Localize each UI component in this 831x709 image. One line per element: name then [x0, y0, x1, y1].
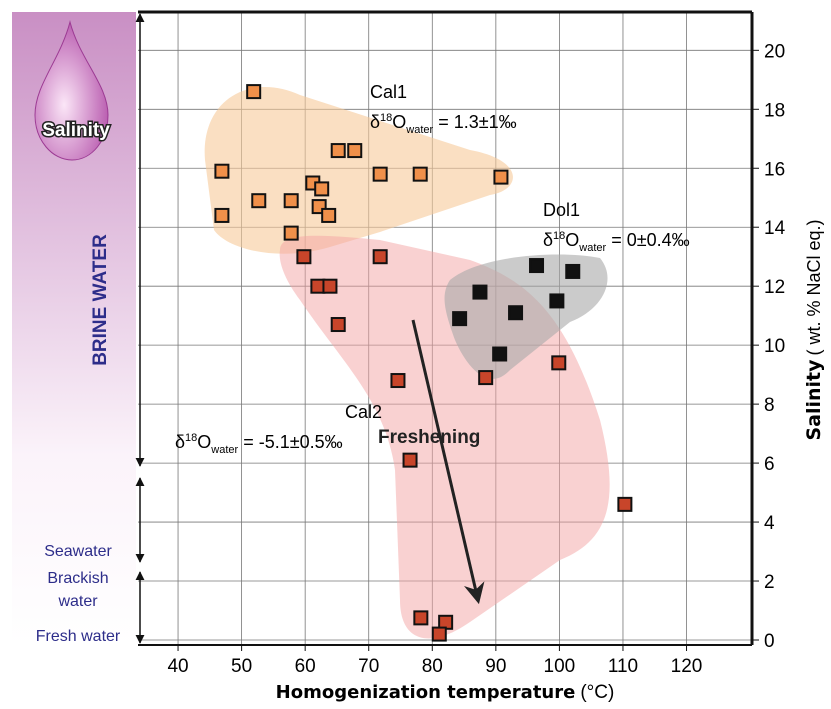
freshening-arrow	[411, 319, 485, 605]
y-tick-label: 10	[764, 336, 785, 357]
x-tick-label: 120	[671, 656, 703, 677]
y-tick-label: 8	[764, 395, 775, 416]
x-tick-label: 70	[358, 656, 379, 677]
series-label: Cal1	[370, 82, 407, 102]
data-point	[347, 143, 363, 159]
scale-level: water	[57, 593, 98, 610]
data-point	[472, 284, 488, 300]
y-tick-label: 20	[764, 41, 785, 62]
x-tick-label: 100	[544, 656, 576, 677]
data-point	[314, 181, 330, 197]
y-tick-label: 2	[764, 572, 775, 593]
scale-title: BRINE WATER	[90, 234, 111, 366]
drop-icon	[34, 20, 109, 161]
note-rest: = 1.3±1‰	[433, 112, 516, 132]
note-main: O	[392, 112, 406, 132]
series-label: Dol1	[543, 200, 580, 220]
data-point	[402, 452, 418, 468]
note-rest: = -5.1±0.5‰	[238, 432, 342, 452]
data-point	[330, 317, 346, 333]
y-tick-label: 16	[764, 159, 785, 180]
note-sub: water	[210, 444, 238, 456]
series-note: δ18Owater = 0±0.4‰	[543, 230, 690, 254]
data-point	[478, 370, 494, 386]
x-axis-title: Homogenization temperature	[276, 682, 576, 703]
data-point	[452, 311, 468, 327]
data-point	[617, 496, 633, 512]
x-tick-label: 40	[167, 656, 188, 677]
y-axis-label: Salinity ( wt. % NaCl eq.)	[803, 219, 825, 440]
note-main: O	[197, 432, 211, 452]
note-prefix: δ	[370, 112, 380, 132]
y-tick-label: 18	[764, 100, 785, 121]
data-point	[390, 373, 406, 389]
note-main: O	[565, 230, 579, 250]
scale-level: Brackish	[47, 570, 108, 587]
x-tick-label: 50	[231, 656, 252, 677]
y-tick-label: 4	[764, 513, 775, 534]
note-prefix: δ	[543, 230, 553, 250]
data-point	[214, 207, 230, 223]
note-sup: 18	[553, 230, 565, 242]
data-point	[431, 626, 447, 642]
y-axis-unit: ( wt. % NaCl eq.)	[804, 219, 824, 355]
data-point	[322, 278, 338, 294]
y-tick-label: 6	[764, 454, 775, 475]
x-axis-label: Homogenization temperature (°C)	[276, 682, 615, 703]
series-note: δ18Owater = 1.3±1‰	[370, 112, 517, 136]
data-point	[565, 263, 581, 279]
data-point	[251, 193, 267, 209]
note-rest: = 0±0.4‰	[606, 230, 689, 250]
data-point	[529, 258, 545, 274]
data-point	[413, 610, 429, 626]
data-point	[246, 84, 262, 100]
data-point	[372, 249, 388, 265]
data-point	[321, 207, 337, 223]
x-tick-label: 80	[422, 656, 443, 677]
note-sup: 18	[185, 432, 197, 444]
data-point	[549, 293, 565, 309]
note-sub: water	[578, 242, 606, 254]
data-point	[372, 166, 388, 182]
x-tick-label: 110	[608, 656, 638, 677]
note-sup: 18	[380, 112, 392, 124]
annotation: Freshening	[378, 427, 480, 448]
series-label: Cal2	[345, 402, 382, 422]
scale-level: Fresh water	[36, 628, 121, 645]
x-axis-unit: (°C)	[580, 682, 614, 703]
cal1-region	[204, 86, 513, 254]
data-point	[508, 305, 524, 321]
data-point	[214, 163, 230, 179]
data-point	[551, 355, 567, 371]
data-point	[310, 278, 326, 294]
y-axis-title: Salinity	[803, 359, 825, 441]
data-point	[330, 143, 346, 159]
series-note: δ18Owater = -5.1±0.5‰	[175, 432, 343, 456]
x-tick-label: 60	[295, 656, 316, 677]
data-point	[492, 346, 508, 362]
x-tick-label: 90	[485, 656, 506, 677]
note-sub: water	[405, 124, 433, 136]
data-point	[283, 193, 299, 209]
scale-level: Seawater	[44, 543, 112, 560]
data-point	[412, 166, 428, 182]
note-prefix: δ	[175, 432, 185, 452]
y-tick-label: 0	[764, 631, 775, 652]
icon-label: Salinity	[42, 120, 110, 141]
y-tick-label: 14	[764, 218, 786, 239]
y-tick-label: 12	[764, 277, 785, 298]
data-point	[493, 169, 509, 185]
data-point	[296, 249, 312, 265]
data-point	[283, 225, 299, 241]
